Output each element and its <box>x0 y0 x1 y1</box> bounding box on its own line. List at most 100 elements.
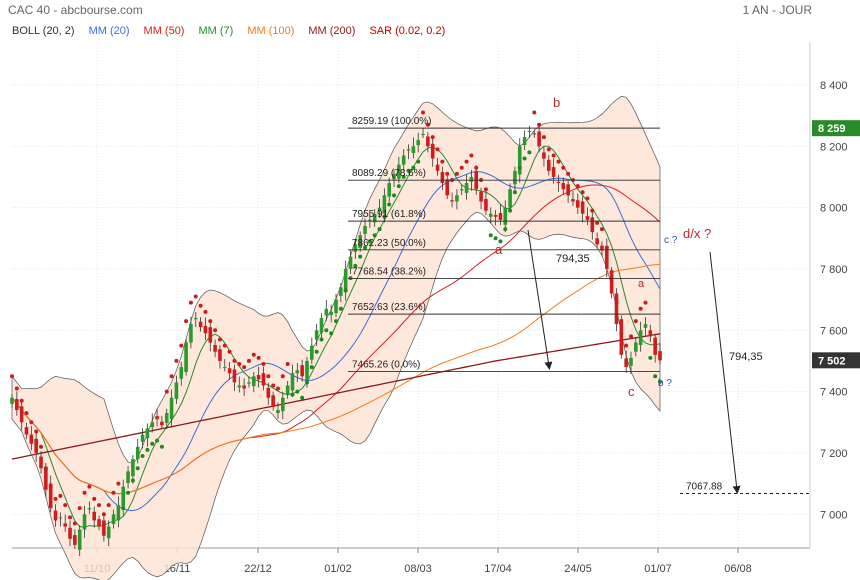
candle-body <box>382 195 387 214</box>
sar-dot <box>653 374 658 379</box>
x-tick-label: 08/03 <box>404 563 432 575</box>
sar-dot <box>396 184 401 189</box>
candle-body <box>208 327 213 343</box>
wave-annotation: c <box>628 384 635 399</box>
candle-body <box>295 370 300 374</box>
candle-body <box>179 367 184 379</box>
candle-body <box>450 200 454 202</box>
candle-body <box>595 238 599 245</box>
candle-body <box>58 517 63 519</box>
sar-dot <box>643 300 648 305</box>
candle-body <box>469 176 474 182</box>
sar-dot <box>488 233 493 238</box>
candle-body <box>184 342 188 372</box>
sar-dot <box>39 444 44 449</box>
candle-body <box>430 143 435 159</box>
candle-body <box>634 342 638 352</box>
candle-body <box>48 483 53 509</box>
sar-dot <box>566 171 571 176</box>
sar-dot <box>155 438 160 443</box>
candle-body <box>546 159 551 171</box>
sar-dot <box>590 208 595 213</box>
sar-dot <box>140 454 145 458</box>
candle-body <box>131 459 135 477</box>
sar-dot <box>242 365 247 370</box>
candle-body <box>63 523 67 527</box>
x-tick-label: 01/07 <box>644 563 672 575</box>
sar-dot <box>329 331 334 336</box>
candle-body <box>508 189 512 208</box>
wave-annotation: a <box>638 278 645 290</box>
sar-dot <box>464 159 469 164</box>
sar-dot <box>169 374 174 379</box>
candle-body <box>276 410 280 414</box>
fib-level-label: 7465.26 (0.0%) <box>352 360 420 371</box>
candle-body <box>575 200 580 208</box>
candle-body <box>266 387 271 398</box>
legend-item: BOLL (20, 2) <box>12 25 75 37</box>
sar-dot <box>217 337 222 342</box>
sar-dot <box>193 294 198 299</box>
legend-item: SAR (0.02, 0.2) <box>369 25 446 37</box>
legend-item: MM (7) <box>198 25 234 37</box>
sar-dot <box>372 233 377 238</box>
candle-body <box>189 324 193 343</box>
candle-body <box>237 385 242 388</box>
wave-annotation: d/x ? <box>683 226 711 241</box>
candle-body <box>435 164 440 171</box>
sar-dot <box>251 352 256 357</box>
candle-body <box>459 189 464 191</box>
candle-body <box>281 397 285 412</box>
candle-body <box>34 438 38 453</box>
sar-dot <box>232 358 237 363</box>
candle-body <box>203 325 208 334</box>
y-tick-label: 8 000 <box>820 203 848 215</box>
x-tick-label: 01/02 <box>324 563 352 575</box>
fib-level-label: 7955.91 (61.8%) <box>352 209 426 220</box>
sar-dot <box>527 150 532 155</box>
sar-dot <box>29 420 34 425</box>
sar-dot <box>179 343 184 348</box>
candle-body <box>213 344 217 352</box>
y-tick-label: 7 200 <box>820 448 848 460</box>
candle-body <box>155 416 159 420</box>
legend-item: MM (20) <box>88 25 130 37</box>
sar-dot <box>425 122 430 127</box>
wave-annotation: 794,35 <box>729 351 763 363</box>
sar-dot <box>309 365 314 370</box>
candle-body <box>222 367 227 369</box>
candle-body <box>227 368 232 374</box>
sar-dot <box>445 171 450 176</box>
sar-dot <box>82 490 87 495</box>
sar-dot <box>638 306 643 311</box>
candle-body <box>116 505 121 521</box>
sar-dot <box>580 190 585 195</box>
sar-dot <box>604 245 609 250</box>
sar-dot <box>658 379 662 384</box>
sar-dot <box>575 184 580 189</box>
sar-dot <box>63 503 68 508</box>
candle-body <box>590 217 595 233</box>
sar-dot <box>633 319 638 324</box>
sar-dot <box>469 153 474 158</box>
sar-dot <box>585 196 590 201</box>
candle-body <box>658 351 662 361</box>
candle-body <box>232 369 237 383</box>
ma100-line <box>11 264 661 495</box>
candle-body <box>571 199 575 202</box>
candle-body <box>440 172 445 184</box>
candle-body <box>261 373 266 386</box>
candle-body <box>300 365 304 377</box>
sar-dot <box>624 343 629 348</box>
sar-dot <box>290 392 295 397</box>
sar-dot <box>595 220 600 225</box>
sar-dot <box>459 165 464 170</box>
candle-body <box>247 382 251 384</box>
wave-annotation: b ? <box>658 378 672 389</box>
sar-dot <box>387 202 392 207</box>
sar-dot <box>334 319 338 324</box>
chart-title: CAC 40 - abcbourse.com <box>8 3 143 17</box>
wave-annotation: b <box>553 95 560 110</box>
period-selector[interactable]: 1 AN - JOUR <box>742 3 812 17</box>
candle-body <box>92 511 97 521</box>
